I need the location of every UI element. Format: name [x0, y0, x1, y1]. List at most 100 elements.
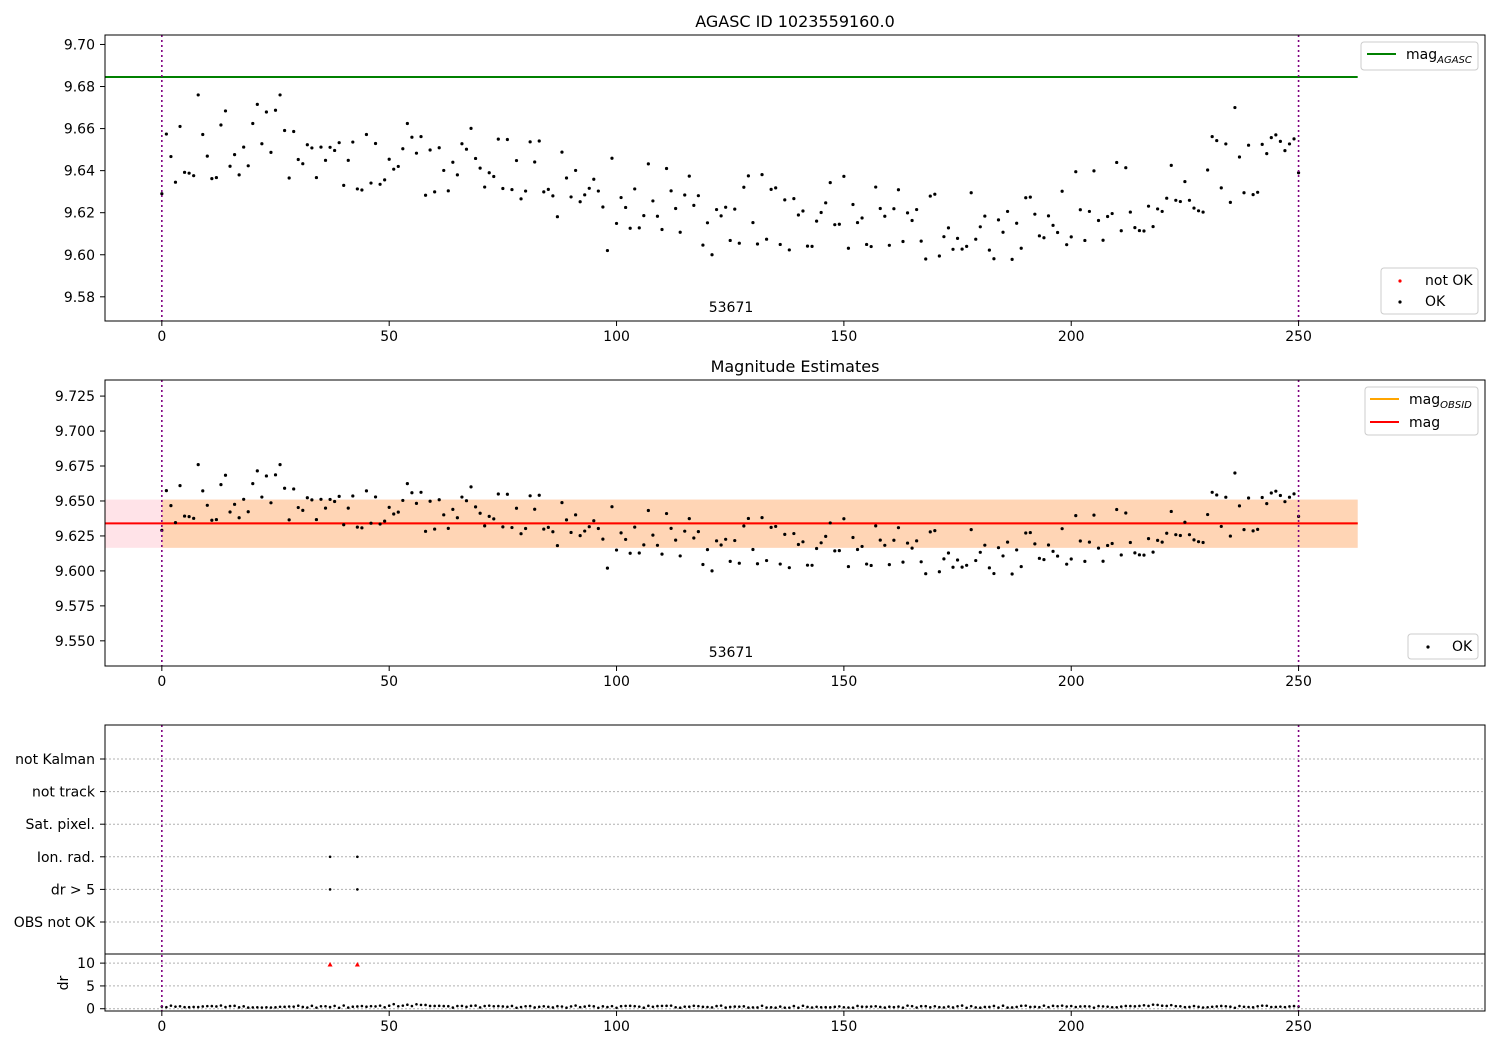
dr-point [660, 1004, 664, 1008]
flag-category-label: not Kalman [15, 752, 95, 768]
data-point [1196, 540, 1201, 544]
dr-point [1029, 1005, 1032, 1009]
data-point [428, 499, 432, 503]
dr-point [1092, 1006, 1096, 1009]
dr-point [960, 1004, 964, 1007]
dr-point [396, 1004, 400, 1008]
data-point [1078, 208, 1082, 212]
data-point [1219, 186, 1223, 190]
data-point [469, 126, 473, 130]
data-point [855, 547, 860, 552]
data-point [960, 247, 964, 251]
data-point [369, 181, 373, 185]
dr-point [1283, 1005, 1287, 1009]
dr-point [469, 1004, 473, 1008]
dr-point [633, 1004, 637, 1008]
data-point [583, 193, 587, 197]
data-point [1206, 168, 1210, 172]
dr-point [956, 1005, 959, 1008]
data-point [373, 141, 378, 146]
dr-tick-label: 10 [77, 956, 95, 972]
data-point [651, 533, 655, 537]
data-point [414, 501, 419, 505]
data-point [983, 214, 987, 218]
dr-point [697, 1004, 700, 1008]
data-point [596, 526, 600, 531]
dr-point [260, 1006, 264, 1009]
dr-point [1006, 1006, 1009, 1009]
data-point [219, 483, 223, 487]
data-point [323, 158, 328, 162]
data-point [1110, 211, 1114, 216]
data-point [601, 205, 605, 209]
data-point [928, 194, 932, 198]
dr-point [1292, 1004, 1296, 1008]
data-point [487, 171, 491, 175]
dr-point [287, 1005, 291, 1008]
data-point [678, 230, 682, 234]
data-point [401, 147, 405, 151]
data-point [1092, 513, 1096, 517]
data-point [828, 181, 832, 185]
dr-point [1056, 1004, 1059, 1008]
data-point [501, 525, 505, 529]
dr-point [615, 1006, 618, 1010]
data-point [1206, 512, 1210, 517]
data-point [1087, 540, 1092, 544]
data-point [1265, 152, 1269, 156]
data-point [1128, 540, 1132, 545]
data-point [392, 512, 396, 516]
dr-point [978, 1006, 982, 1010]
data-point [519, 532, 523, 536]
data-point [187, 171, 191, 175]
data-point [287, 518, 291, 522]
dr-point [1224, 1004, 1228, 1008]
panel-1-legend-points: not OK OK [1380, 267, 1479, 315]
panel-2-title: Magnitude Estimates [711, 357, 880, 376]
dr-point [1215, 1005, 1219, 1008]
data-point [696, 530, 700, 534]
data-point [423, 193, 428, 197]
dr-point [819, 1005, 823, 1009]
data-point [1042, 557, 1046, 562]
dr-point [865, 1005, 868, 1009]
data-point [173, 521, 178, 525]
dr-point [374, 1005, 377, 1008]
dr-point [592, 1005, 596, 1008]
data-point [164, 489, 168, 493]
dr-point [274, 1006, 277, 1009]
dr-point [1051, 1004, 1055, 1008]
dr-point [1201, 1006, 1205, 1009]
data-point [269, 150, 273, 154]
data-point [714, 207, 719, 212]
data-point [228, 164, 232, 168]
dr-point [301, 1005, 305, 1009]
data-point [401, 498, 405, 503]
data-point [915, 539, 919, 543]
data-point [724, 537, 728, 541]
dr-point [610, 1004, 614, 1008]
dr-point [519, 1005, 523, 1009]
data-point [232, 502, 237, 506]
data-point [669, 189, 673, 193]
dr-point [328, 1005, 332, 1009]
dr-point [578, 1005, 582, 1009]
dr-point [1065, 1005, 1068, 1008]
data-point [919, 239, 923, 243]
data-point [637, 551, 641, 555]
data-point [728, 559, 732, 563]
data-point [283, 486, 287, 490]
dr-point [656, 1004, 659, 1008]
data-point [860, 544, 864, 549]
data-point [610, 505, 614, 509]
data-point [1137, 553, 1142, 557]
data-point [1174, 198, 1178, 202]
dr-point [747, 1006, 750, 1009]
data-point [255, 102, 259, 106]
data-point [337, 141, 341, 145]
data-point [733, 207, 737, 211]
dr-point [628, 1004, 632, 1008]
dr-point [983, 1005, 987, 1009]
dr-point [1101, 1005, 1105, 1008]
data-point [1101, 559, 1105, 563]
